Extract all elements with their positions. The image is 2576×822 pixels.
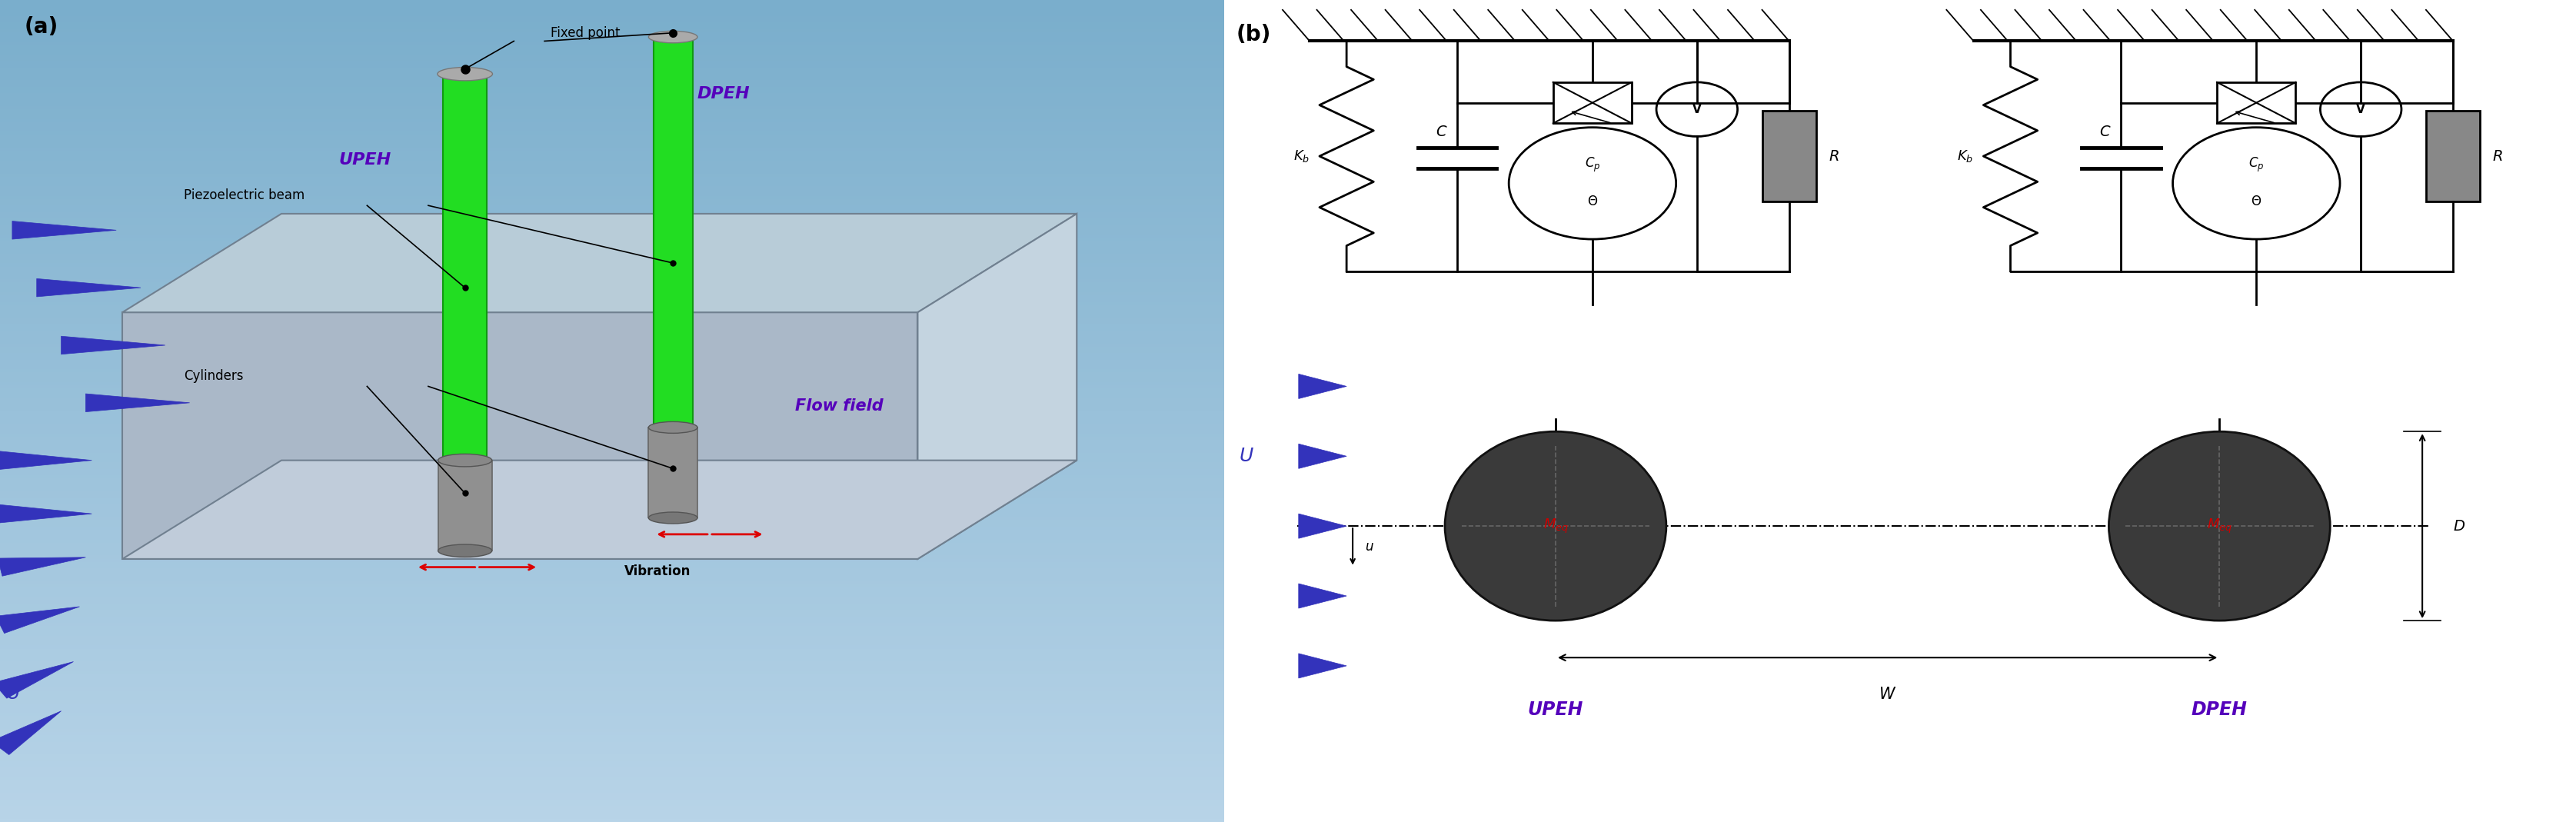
Polygon shape: [85, 394, 191, 412]
Text: Piezoelectric beam: Piezoelectric beam: [183, 188, 304, 202]
Bar: [654, 37, 693, 427]
Text: (a): (a): [26, 16, 59, 38]
Polygon shape: [0, 451, 93, 469]
Polygon shape: [0, 711, 62, 755]
Text: UPEH: UPEH: [1528, 700, 1584, 719]
Ellipse shape: [649, 422, 698, 433]
Bar: [2218, 82, 2295, 123]
Text: $K_b$: $K_b$: [1958, 149, 1973, 164]
Text: Flow field: Flow field: [796, 399, 884, 414]
Bar: [649, 427, 698, 518]
Bar: [2427, 111, 2481, 201]
Circle shape: [1510, 127, 1677, 239]
Text: $C$: $C$: [1435, 124, 1448, 139]
Ellipse shape: [649, 31, 698, 43]
Text: $R$: $R$: [2494, 149, 2504, 164]
Bar: [438, 460, 492, 551]
Text: DPEH: DPEH: [2192, 700, 2246, 719]
Text: $M_{eq}$: $M_{eq}$: [1543, 517, 1569, 535]
Polygon shape: [0, 505, 93, 523]
Polygon shape: [1298, 444, 1347, 469]
Ellipse shape: [649, 512, 698, 524]
Text: $M_{eq}$: $M_{eq}$: [2208, 517, 2231, 535]
Polygon shape: [1298, 653, 1347, 678]
Text: $R$: $R$: [1829, 149, 1839, 164]
Text: Vibration: Vibration: [623, 565, 690, 579]
Bar: [1553, 82, 1631, 123]
Text: $\Theta$: $\Theta$: [1587, 195, 1597, 208]
Text: Fixed point: Fixed point: [551, 26, 621, 40]
Text: UPEH: UPEH: [340, 152, 392, 168]
Text: $\Theta$: $\Theta$: [2251, 195, 2262, 208]
Polygon shape: [124, 460, 1077, 559]
Bar: [443, 74, 487, 460]
Text: $W$: $W$: [1878, 686, 1896, 702]
Polygon shape: [62, 336, 165, 354]
Text: V: V: [2357, 104, 2365, 115]
Polygon shape: [0, 662, 75, 699]
Circle shape: [2172, 127, 2339, 239]
Text: Cylinders: Cylinders: [183, 369, 242, 383]
Ellipse shape: [438, 67, 492, 81]
Polygon shape: [0, 557, 85, 576]
Text: V: V: [1692, 104, 1703, 115]
Bar: [1762, 111, 1816, 201]
Text: $K_b$: $K_b$: [1293, 149, 1309, 164]
Polygon shape: [917, 214, 1077, 559]
Ellipse shape: [2110, 432, 2331, 621]
Circle shape: [2321, 82, 2401, 136]
Polygon shape: [36, 279, 142, 297]
Text: $U$: $U$: [5, 684, 21, 703]
Ellipse shape: [438, 454, 492, 467]
Text: $u$: $u$: [1365, 540, 1373, 553]
Text: $D$: $D$: [2452, 519, 2465, 533]
Text: $C_p$: $C_p$: [2249, 156, 2264, 174]
Polygon shape: [0, 607, 80, 633]
Polygon shape: [1298, 514, 1347, 538]
Polygon shape: [1298, 374, 1347, 399]
Polygon shape: [124, 214, 1077, 312]
Text: $U$: $U$: [1239, 447, 1255, 465]
Ellipse shape: [438, 544, 492, 557]
Ellipse shape: [1445, 432, 1667, 621]
Polygon shape: [13, 221, 116, 239]
Text: (b): (b): [1236, 24, 1270, 46]
Polygon shape: [124, 312, 917, 559]
Polygon shape: [1298, 584, 1347, 608]
Circle shape: [1656, 82, 1736, 136]
Text: DPEH: DPEH: [698, 86, 750, 102]
Text: $C_p$: $C_p$: [1584, 156, 1600, 174]
Text: $C$: $C$: [2099, 124, 2112, 139]
